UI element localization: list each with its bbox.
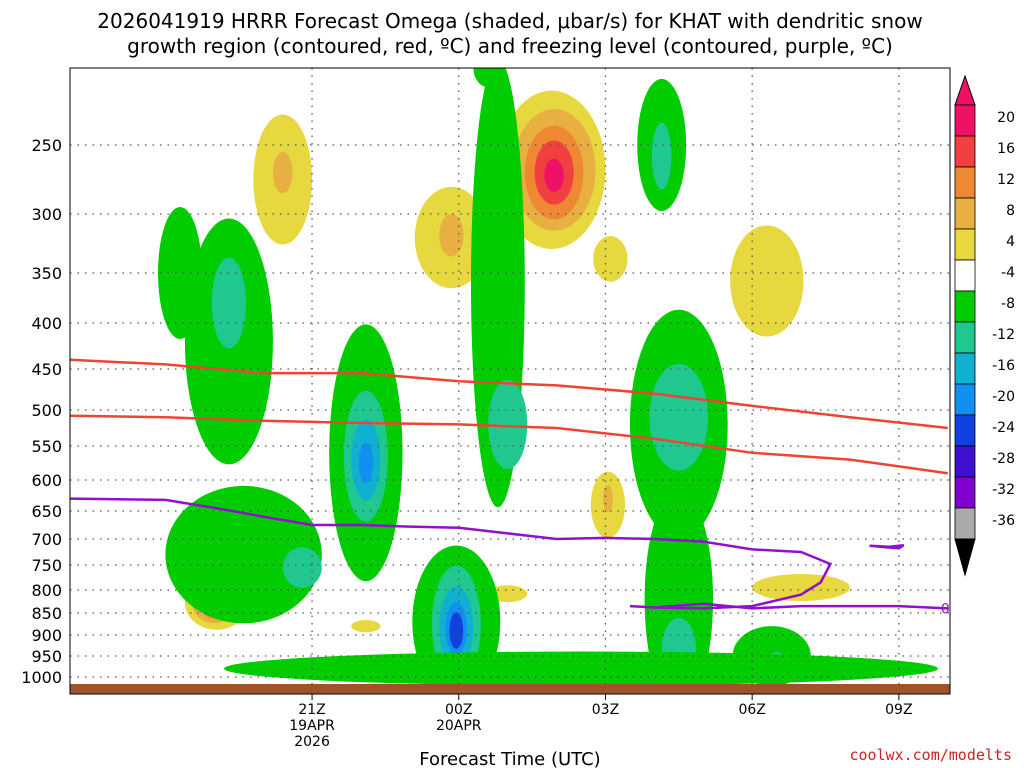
omega-region-19 [752,573,850,602]
x-axis: 21Z19APR202600Z20APR03Z06Z09Z12Z [289,694,913,750]
omega-region-17 [351,620,381,633]
colorbar-label--16: -16 [992,358,1015,374]
omega-region-1 [272,151,293,194]
y-tick-label-300: 300 [31,205,62,224]
omega-region-36 [449,612,464,649]
colorbar-label--32: -32 [992,482,1015,498]
credit-link[interactable]: coolwx.com/modelts [849,746,1012,764]
x-tick-label-3-0: 06Z [738,702,765,718]
y-axis: 250 300 350 400 450 500 550 600 650 700 750 800 850 9… [21,136,62,687]
omega-region-43 [649,363,709,471]
plot-area: 0 [70,68,950,694]
y-tick-label-400: 400 [31,314,62,333]
omega-region-10 [730,225,804,337]
omega-region-39 [473,68,503,88]
omega-region-24 [211,257,247,349]
y-tick-label-750: 750 [31,556,62,575]
y-tick-label-350: 350 [31,264,62,283]
colorbar-swatch-6 [954,290,976,323]
y-tick-label-950: 950 [31,647,62,666]
omega-region-38 [488,379,528,469]
freezing-level-label: 0 [941,601,950,617]
chart-title-line-2: growth region (contoured, red, ºC) and f… [127,34,893,58]
y-tick-label-650: 650 [31,502,62,521]
ground-surface [70,684,950,694]
x-axis-label: Forecast Time (UTC) [419,749,600,768]
colorbar-label--28: -28 [992,451,1015,467]
colorbar-swatch-8 [954,352,976,385]
omega-region-41 [651,122,672,190]
colorbar-label-20: 20 [997,110,1015,126]
freezing-level-line [70,497,948,610]
y-tick-label-250: 250 [31,136,62,155]
y-tick-label-550: 550 [31,437,62,456]
colorbar-label--4: -4 [1001,265,1015,281]
x-tick-label-0-1: 19APR [289,718,335,734]
omega-shading [158,68,938,694]
dgz-contour--17C [70,414,948,475]
plot-frame [69,67,951,695]
colorbar-swatch-13 [954,507,976,540]
colorbar-label-16: 16 [997,141,1015,157]
colorbar-label--24: -24 [992,420,1015,436]
dgz-contour--12C [70,358,948,430]
omega-region-12 [603,485,613,513]
colorbar-swatch-11 [954,445,976,478]
freezing-level-loop [869,543,905,550]
colorbar-swatch-0 [954,104,976,137]
omega-region-27 [282,547,322,588]
colorbar-label--8: -8 [1001,296,1015,312]
x-tick-label-0-2: 2026 [294,734,330,750]
colorbar-bottom-triangle [954,538,976,577]
x-tick-label-0-0: 21Z [298,702,325,718]
omega-region-3 [439,214,464,257]
colorbar-label--20: -20 [992,389,1015,405]
omega-region-8 [544,158,564,192]
y-tick-label-850: 850 [31,604,62,623]
x-tick-label-2-0: 03Z [592,702,619,718]
colorbar-swatch-4 [954,228,976,261]
y-tick-label-1000: 1000 [21,668,62,687]
omega-region-9 [593,235,628,282]
colorbar-swatch-9 [954,383,976,416]
colorbar-label-4: 4 [1006,234,1015,250]
omega-region-25 [158,207,203,339]
colorbar-label-12: 12 [997,172,1015,188]
y-tick-label-450: 450 [31,360,62,379]
x-tick-label-1-1: 20APR [436,718,482,734]
y-tick-label-600: 600 [31,471,62,490]
y-tick-label-700: 700 [31,530,62,549]
colorbar-swatch-3 [954,197,976,230]
colorbar-top-triangle [954,74,976,106]
omega-region-31 [358,442,374,484]
contour-lines: 0 [70,358,950,617]
colorbar-swatch-5 [954,259,976,292]
colorbar-label--12: -12 [992,327,1015,343]
y-tick-label-500: 500 [31,401,62,420]
colorbar-label--36: -36 [992,513,1015,529]
chart-title-line-1: 2026041919 HRRR Forecast Omega (shaded, … [97,9,922,33]
y-tick-label-800: 800 [31,581,62,600]
colorbar-swatch-7 [954,321,976,354]
omega-region-48 [224,651,938,686]
colorbar-swatch-2 [954,166,976,199]
colorbar-swatch-12 [954,476,976,509]
colorbar-swatch-10 [954,414,976,447]
colorbar: 20 16 12 8 4 -4 -8 -12 -16 -20 -24 -28 -32 -36 [954,74,1015,577]
x-tick-label-1-0: 00Z [445,702,472,718]
colorbar-label-8: 8 [1006,203,1015,219]
colorbar-swatch-1 [954,135,976,168]
x-tick-label-4-0: 09Z [885,702,912,718]
y-tick-label-900: 900 [31,626,62,645]
